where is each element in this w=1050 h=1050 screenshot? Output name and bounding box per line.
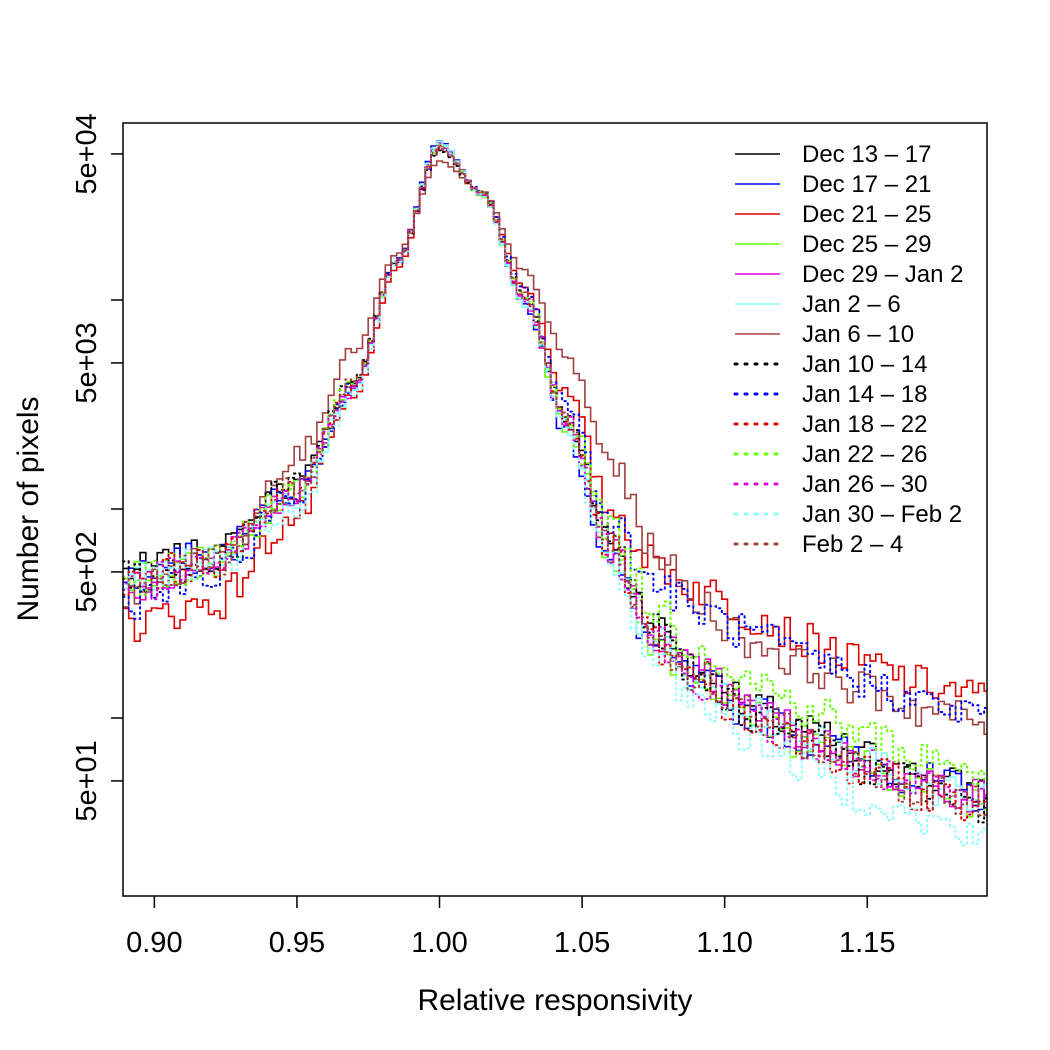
x-tick-label: 1.10 xyxy=(696,927,752,959)
legend-label: Jan 10 – 14 xyxy=(802,351,927,378)
y-tick-label: 5e+02 xyxy=(71,531,103,612)
x-tick-label: 1.05 xyxy=(554,927,610,959)
y-tick-label: 5e+03 xyxy=(71,322,103,403)
legend-label: Jan 14 – 18 xyxy=(802,381,927,408)
series-line-9 xyxy=(122,147,988,723)
legend-label: Jan 2 – 6 xyxy=(802,291,901,318)
x-tick-label: 1.00 xyxy=(411,927,467,959)
y-axis-title: Number of pixels xyxy=(12,396,45,621)
y-tick-label: 5e+01 xyxy=(71,740,103,821)
legend-label: Dec 29 – Jan 2 xyxy=(802,261,963,288)
legend-label: Dec 21 – 25 xyxy=(802,201,931,228)
series-line-14 xyxy=(122,148,988,817)
legend-label: Dec 25 – 29 xyxy=(802,231,931,258)
series-line-10 xyxy=(122,146,988,822)
y-axis: 5e+01 5e+02 5e+03 5e+04 xyxy=(71,113,123,822)
legend: Dec 13 – 17 Dec 17 – 21 Dec 21 – 25 Dec 25 … xyxy=(733,141,963,558)
legend-label: Jan 22 – 26 xyxy=(802,441,927,468)
legend-label: Jan 26 – 30 xyxy=(802,471,927,498)
x-axis-title: Relative responsivity xyxy=(417,984,692,1017)
x-tick-label: 0.90 xyxy=(126,927,182,959)
legend-label: Feb 2 – 4 xyxy=(802,531,903,558)
series-layer xyxy=(122,140,988,847)
legend-label: Jan 18 – 22 xyxy=(802,411,927,438)
legend-label: Dec 17 – 21 xyxy=(802,171,931,198)
legend-label: Dec 13 – 17 xyxy=(802,141,931,168)
legend-label: Jan 6 – 10 xyxy=(802,321,914,348)
x-tick-label: 0.95 xyxy=(269,927,325,959)
legend-label: Jan 30 – Feb 2 xyxy=(802,501,962,528)
y-tick-label: 5e+04 xyxy=(71,113,103,194)
x-axis: 0.90 0.95 1.00 1.05 1.10 1.15 xyxy=(126,896,895,959)
x-tick-label: 1.15 xyxy=(839,927,895,959)
